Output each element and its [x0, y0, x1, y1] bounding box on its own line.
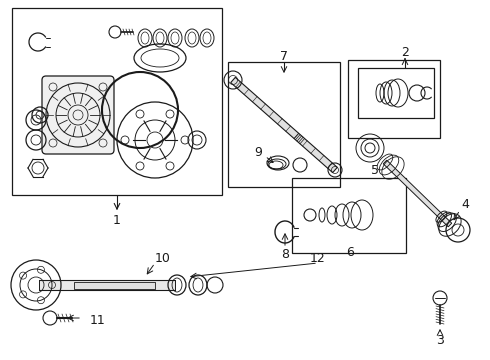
Text: 7: 7	[280, 49, 288, 63]
Bar	[292, 178, 406, 253]
Text: 12: 12	[310, 252, 326, 266]
Text: 8: 8	[281, 248, 289, 261]
Bar	[348, 60, 440, 138]
Text: 9: 9	[254, 147, 262, 159]
Text: 5: 5	[371, 163, 379, 176]
Text: 6: 6	[346, 247, 354, 260]
Text: 3: 3	[436, 333, 444, 346]
Bar	[228, 62, 340, 187]
Text: 1: 1	[113, 213, 121, 226]
Text: 10: 10	[155, 252, 171, 266]
Bar	[358, 68, 434, 118]
Text: 11: 11	[90, 314, 106, 327]
Text: 2: 2	[401, 45, 409, 58]
FancyBboxPatch shape	[42, 76, 114, 154]
Text: 4: 4	[461, 198, 469, 211]
Bar	[12, 8, 222, 195]
Polygon shape	[231, 77, 337, 173]
Polygon shape	[383, 160, 452, 227]
